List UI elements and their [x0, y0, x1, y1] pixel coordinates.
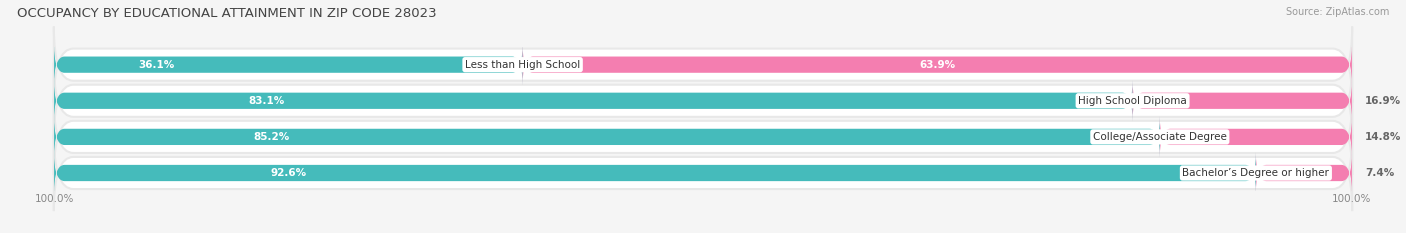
FancyBboxPatch shape: [1160, 116, 1353, 158]
Text: Less than High School: Less than High School: [465, 60, 581, 70]
FancyBboxPatch shape: [53, 99, 1353, 175]
Text: 92.6%: 92.6%: [270, 168, 307, 178]
Text: 36.1%: 36.1%: [138, 60, 174, 70]
FancyBboxPatch shape: [53, 80, 1133, 122]
Text: College/Associate Degree: College/Associate Degree: [1092, 132, 1227, 142]
Text: 7.4%: 7.4%: [1365, 168, 1395, 178]
Text: 83.1%: 83.1%: [249, 96, 284, 106]
Text: Bachelor’s Degree or higher: Bachelor’s Degree or higher: [1182, 168, 1329, 178]
Text: OCCUPANCY BY EDUCATIONAL ATTAINMENT IN ZIP CODE 28023: OCCUPANCY BY EDUCATIONAL ATTAINMENT IN Z…: [17, 7, 436, 20]
Text: 16.9%: 16.9%: [1365, 96, 1400, 106]
FancyBboxPatch shape: [1256, 152, 1353, 194]
FancyBboxPatch shape: [53, 135, 1353, 211]
FancyBboxPatch shape: [523, 44, 1353, 86]
Text: 85.2%: 85.2%: [253, 132, 290, 142]
FancyBboxPatch shape: [53, 27, 1353, 103]
Text: 14.8%: 14.8%: [1365, 132, 1402, 142]
Text: 63.9%: 63.9%: [920, 60, 955, 70]
Text: High School Diploma: High School Diploma: [1078, 96, 1187, 106]
FancyBboxPatch shape: [53, 152, 1256, 194]
Text: Source: ZipAtlas.com: Source: ZipAtlas.com: [1285, 7, 1389, 17]
FancyBboxPatch shape: [1133, 80, 1353, 122]
FancyBboxPatch shape: [53, 116, 1160, 158]
FancyBboxPatch shape: [53, 44, 523, 86]
FancyBboxPatch shape: [53, 63, 1353, 139]
